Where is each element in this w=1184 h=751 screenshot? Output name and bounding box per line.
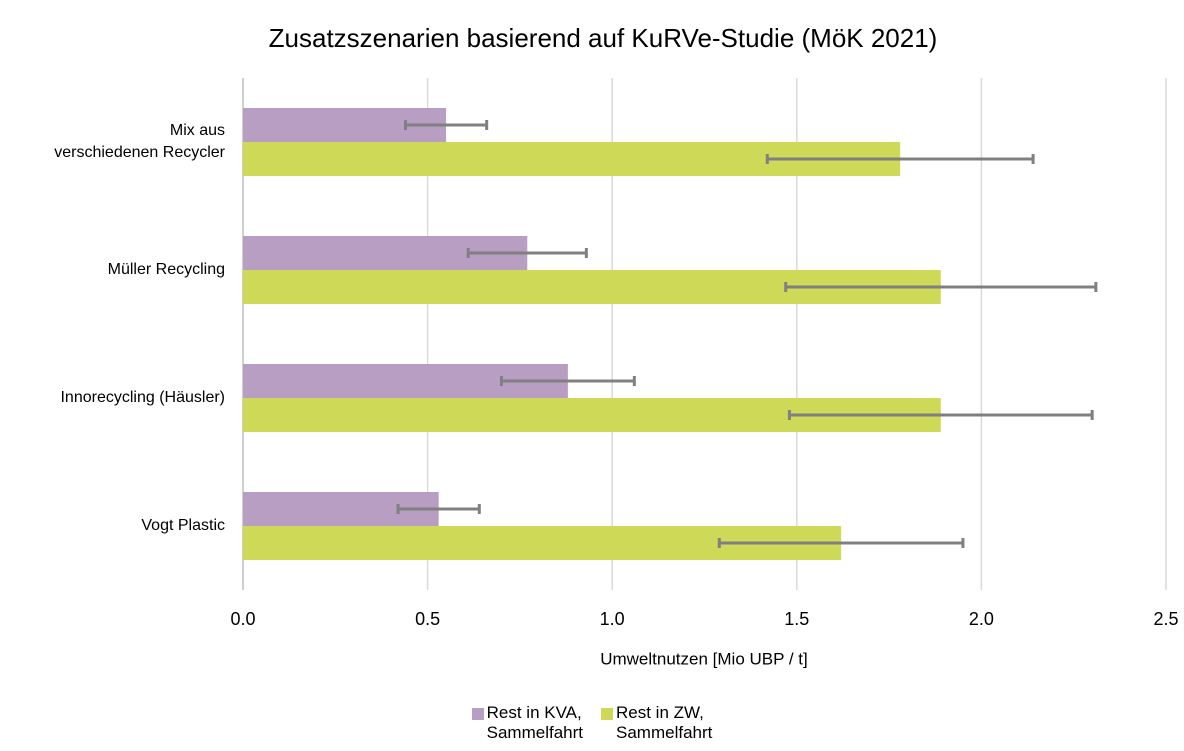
- legend-item: Rest in ZW, Sammelfahrt: [601, 703, 712, 743]
- x-tick-label: 0.0: [230, 609, 255, 629]
- legend-swatch: [601, 708, 613, 720]
- error-bar: [787, 410, 1094, 420]
- error-bar: [784, 282, 1098, 292]
- error-bar: [466, 248, 588, 258]
- y-tick-label: Innorecycling (Häusler): [60, 389, 225, 406]
- y-tick-label: Müller Recycling: [107, 261, 225, 278]
- x-axis-label: Umweltnutzen [Mio UBP / t]: [600, 649, 808, 668]
- legend-item: Rest in KVA, Sammelfahrt: [471, 703, 583, 743]
- error-bar: [396, 504, 481, 514]
- error-bar: [717, 538, 965, 548]
- error-bar: [499, 376, 636, 386]
- x-tick-label: 1.5: [784, 609, 809, 629]
- y-tick-label: Mix aus verschiedenen Recycler: [54, 122, 225, 161]
- legend: Rest in KVA, Sammelfahrt Rest in ZW, Samm…: [0, 703, 1184, 743]
- legend-swatch: [471, 708, 484, 720]
- y-tick-label: Vogt Plastic: [141, 517, 225, 534]
- x-tick-label: 1.0: [600, 609, 625, 629]
- error-bar: [403, 120, 489, 130]
- chart-title: Zusatzszenarien basierend auf KuRVe-Stud…: [269, 23, 938, 53]
- x-tick-label: 0.5: [415, 609, 440, 629]
- x-tick-label: 2.5: [1153, 609, 1178, 629]
- legend-label: Rest in KVA, Sammelfahrt: [486, 703, 583, 742]
- x-tick-label: 2.0: [969, 609, 994, 629]
- error-bar: [765, 154, 1035, 164]
- legend-label: Rest in ZW, Sammelfahrt: [616, 703, 713, 742]
